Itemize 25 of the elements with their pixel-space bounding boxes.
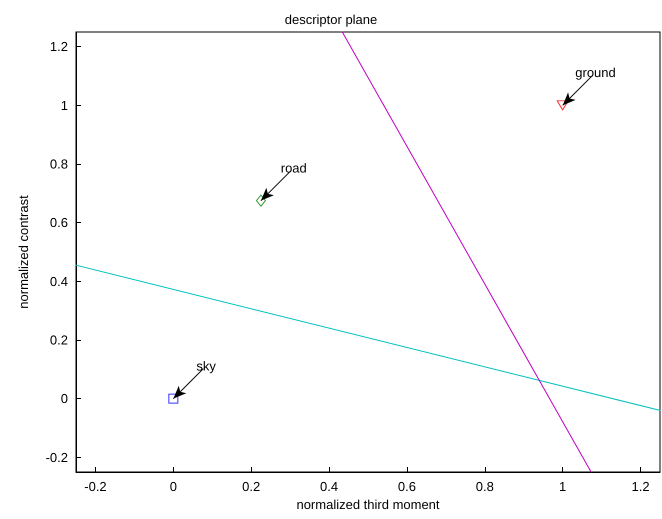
x-tick-label: 0	[170, 479, 177, 494]
y-tick-label: -0.2	[46, 450, 68, 465]
x-tick-label: 0.8	[476, 479, 494, 494]
x-tick-label: 1	[559, 479, 566, 494]
y-tick-label: 1	[60, 98, 68, 113]
y-tick-label: 0.6	[50, 215, 68, 230]
x-tick-label: -0.2	[84, 479, 107, 494]
x-tick-label: 0.4	[320, 479, 338, 494]
y-tick-label: 0.2	[50, 332, 68, 348]
y-tick-label: 0	[60, 391, 68, 406]
annotation: sky	[196, 358, 216, 374]
annotation: road	[280, 160, 307, 176]
y-tick-label: 0.8	[50, 156, 68, 172]
annotation: ground	[575, 65, 616, 80]
x-axis-title: normalized third moment	[296, 496, 440, 512]
point	[168, 394, 178, 404]
x-tick-label: 0.6	[398, 479, 416, 494]
point	[256, 194, 266, 207]
y-axis-title: normalized contrast	[16, 194, 31, 309]
y-tick-label: 0.4	[50, 274, 68, 289]
y-tick-label: 1.2	[50, 39, 68, 54]
x-tick-label: 0.2	[242, 479, 260, 494]
chart-title: descriptor plane	[284, 12, 378, 27]
point	[556, 100, 569, 110]
x-tick-label: 1.2	[631, 479, 650, 494]
